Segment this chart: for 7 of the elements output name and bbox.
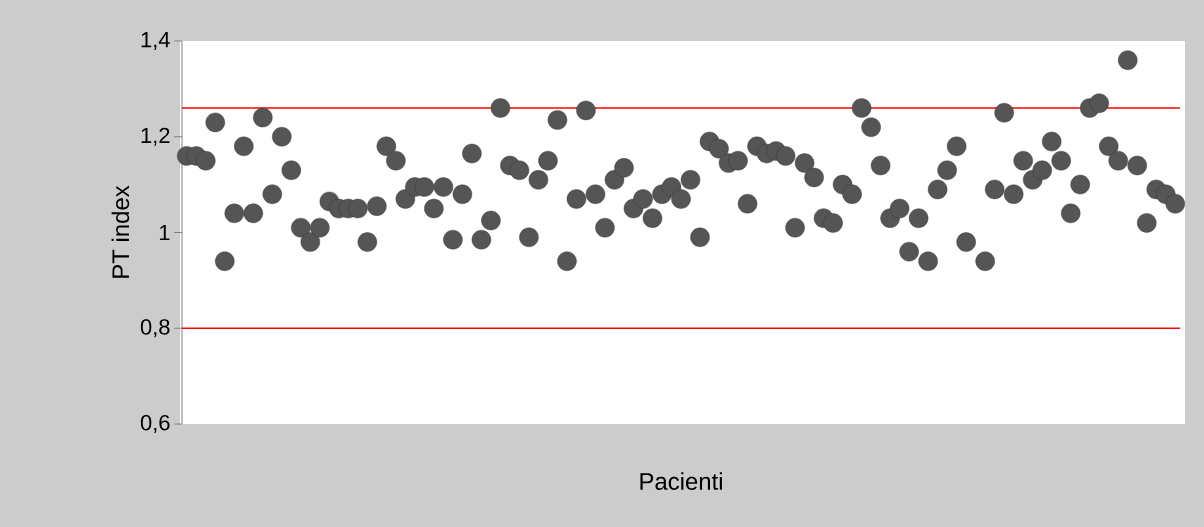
y-tick-label: 0,6 [140, 414, 170, 434]
y-tick-label: 0,8 [140, 319, 170, 338]
y-tick-label: 1,4 [141, 32, 170, 50]
y-axis-title: PT index [111, 185, 130, 278]
x-axis-title: Pacienti [640, 472, 722, 490]
y-tick-label: 1 [159, 224, 170, 241]
y-tick-label: 1,2 [141, 127, 170, 146]
